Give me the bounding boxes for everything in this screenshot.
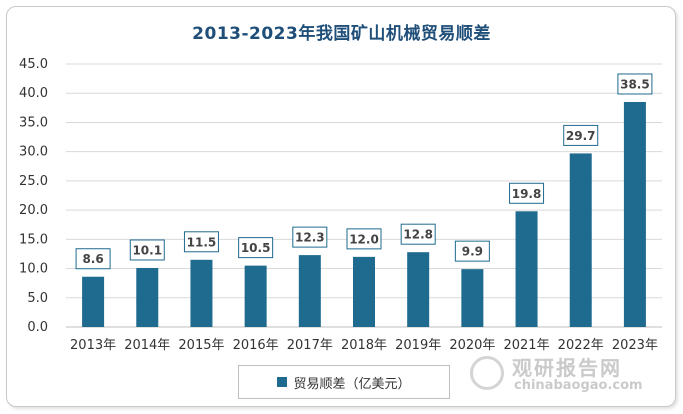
legend: 贸易顺差（亿美元） <box>238 365 450 399</box>
data-label-box <box>400 223 436 245</box>
y-tick-label: 45.0 <box>19 57 48 72</box>
data-label-box <box>292 226 328 248</box>
y-tick-label: 40.0 <box>19 86 48 101</box>
x-tick-label: 2021年 <box>503 338 549 353</box>
y-tick-label: 35.0 <box>19 115 48 130</box>
bar <box>407 252 430 327</box>
data-label-box <box>129 239 165 261</box>
watermark-cn: 观研报告网 <box>512 356 622 380</box>
x-tick-label: 2020年 <box>449 338 495 353</box>
x-tick-label: 2016年 <box>233 338 279 353</box>
data-label: 10.1 <box>132 243 162 257</box>
data-label-box <box>183 231 219 253</box>
x-tick-label: 2014年 <box>124 338 170 353</box>
y-tick-label: 30.0 <box>19 145 48 160</box>
data-label: 9.9 <box>462 245 483 259</box>
y-tick-label: 25.0 <box>19 174 48 189</box>
bar <box>623 101 646 327</box>
bar <box>353 256 375 327</box>
y-tick-label: 10.0 <box>19 262 48 277</box>
y-tick-label: 15.0 <box>19 232 48 247</box>
bar <box>190 259 213 327</box>
bar <box>82 276 105 327</box>
data-label: 11.5 <box>187 235 217 249</box>
data-label: 38.5 <box>620 77 650 91</box>
data-label-box <box>75 248 111 270</box>
watermark-en: chinabaogao.com <box>514 378 643 393</box>
x-tick-label: 2019年 <box>395 338 441 353</box>
data-label: 8.6 <box>82 252 103 266</box>
data-label: 12.0 <box>349 232 379 246</box>
legend-swatch <box>277 377 288 387</box>
y-tick-label: 0.0 <box>27 320 48 335</box>
bar <box>244 265 267 327</box>
x-tick-label: 2013年 <box>70 338 116 353</box>
data-label-box <box>617 73 653 95</box>
watermark: 观研报告网 chinabaogao.com <box>470 350 670 398</box>
data-label: 12.8 <box>403 228 433 242</box>
bar <box>136 267 159 327</box>
x-tick-label: 2017年 <box>287 338 333 353</box>
legend-label: 贸易顺差（亿美元） <box>293 376 411 392</box>
x-tick-label: 2022年 <box>558 338 604 353</box>
y-tick-label: 20.0 <box>19 203 48 218</box>
data-label-box <box>563 124 599 146</box>
data-label-box <box>454 240 490 262</box>
bar <box>515 211 538 327</box>
y-tick-label: 5.0 <box>27 291 48 306</box>
x-tick-label: 2023年 <box>612 338 658 353</box>
data-label: 29.7 <box>566 129 596 143</box>
watermark-logo-icon <box>470 356 504 390</box>
x-tick-label: 2018年 <box>341 338 387 353</box>
chart-frame <box>6 6 676 407</box>
data-label-box <box>346 228 382 250</box>
x-tick-label: 2015年 <box>178 338 224 353</box>
data-label: 12.3 <box>295 231 325 245</box>
chart-title: 2013-2023年我国矿山机械贸易顺差 <box>192 24 491 44</box>
data-label-box <box>238 237 274 259</box>
bar <box>461 269 484 327</box>
bar <box>298 255 321 327</box>
data-label-box <box>509 182 545 204</box>
bar <box>569 153 592 327</box>
data-label: 19.8 <box>512 187 542 201</box>
data-label: 10.5 <box>241 241 271 255</box>
